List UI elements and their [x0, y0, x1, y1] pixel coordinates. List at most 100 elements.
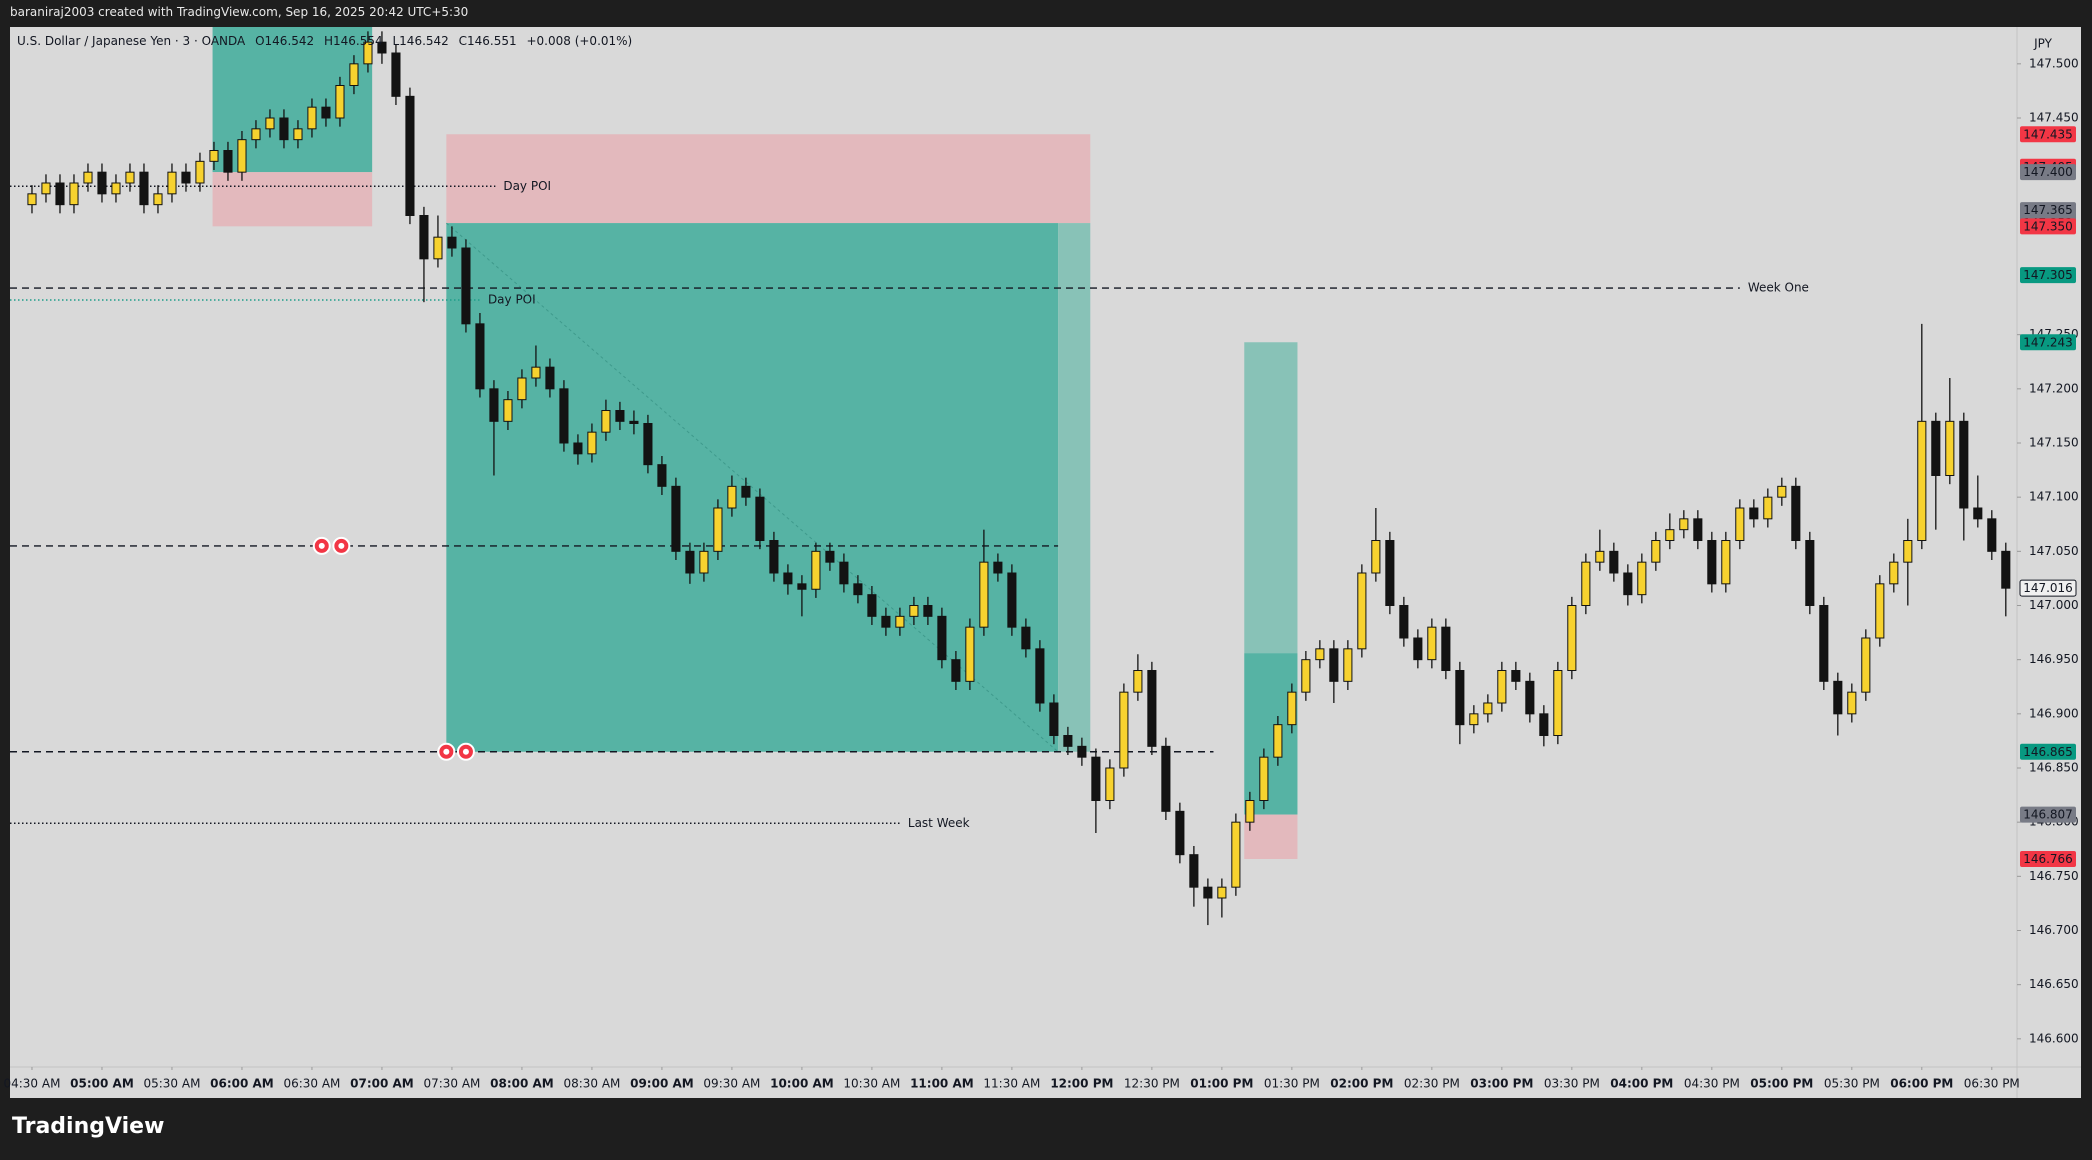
candle-body — [1637, 561, 1647, 596]
candle-body — [1651, 540, 1661, 563]
y-tick-label: 147.000 — [2029, 598, 2079, 612]
loss-zone — [212, 172, 373, 227]
price-tag — [2020, 126, 2076, 143]
candle-body — [1623, 572, 1633, 596]
candle-body — [783, 572, 793, 585]
candle-body — [1763, 496, 1773, 520]
candle-body — [1861, 637, 1871, 693]
legend-value: +0.008 (+0.01%) — [526, 34, 633, 48]
x-tick-label: 06:30 AM — [283, 1077, 340, 1091]
price-tag-label: 147.305 — [2023, 268, 2073, 282]
candle-body — [629, 420, 639, 425]
candle-body — [699, 550, 709, 574]
candle-body — [1525, 680, 1535, 715]
profit-zone-remaining — [1244, 342, 1298, 654]
candle-body — [1987, 518, 1997, 552]
candle-body — [195, 160, 205, 184]
candle-body — [1091, 756, 1101, 802]
x-tick-label: 01:30 PM — [1264, 1077, 1320, 1091]
y-tick-label: 146.650 — [2029, 977, 2079, 991]
candle-body — [531, 366, 541, 379]
candle-body — [671, 485, 681, 552]
candle-body — [559, 388, 569, 444]
candle-body — [419, 215, 429, 260]
candle-body — [139, 171, 149, 206]
candle-body — [405, 95, 415, 216]
price-tag-label: 146.865 — [2023, 745, 2073, 759]
candle-body — [153, 193, 163, 206]
candle-body — [1931, 420, 1941, 477]
candle-body — [321, 106, 331, 119]
candle-body — [867, 594, 877, 617]
symbol-legend: U.S. Dollar / Japanese Yen · 3 · OANDA O… — [17, 34, 638, 48]
candle-body — [1259, 756, 1269, 802]
x-tick-label: 11:00 AM — [910, 1077, 974, 1091]
legend-value: O146.542 — [255, 34, 315, 48]
candle-body — [27, 193, 37, 206]
x-tick-label: 03:30 PM — [1544, 1077, 1600, 1091]
candle-body — [965, 626, 975, 682]
candle-body — [433, 236, 443, 260]
candle-body — [895, 615, 905, 628]
y-tick-label: 146.700 — [2029, 923, 2079, 937]
x-tick-label: 09:00 AM — [630, 1077, 694, 1091]
price-tag — [2020, 743, 2076, 760]
candle-body — [1273, 724, 1283, 758]
candle-body — [167, 171, 177, 195]
candle-body — [1357, 572, 1367, 650]
x-tick-label: 10:30 AM — [843, 1077, 900, 1091]
candle-body — [1833, 680, 1843, 715]
x-tick-label: 04:00 PM — [1610, 1077, 1673, 1091]
candle-body — [1203, 886, 1213, 899]
candle-body — [1399, 605, 1409, 639]
candle-body — [1777, 485, 1787, 498]
x-tick-label: 08:00 AM — [490, 1077, 554, 1091]
x-tick-label: 03:00 PM — [1470, 1077, 1533, 1091]
candle-body — [615, 410, 625, 422]
candle-body — [1749, 507, 1759, 520]
candle-body — [1469, 713, 1479, 726]
candle-body — [1147, 670, 1157, 747]
price-tag — [2020, 218, 2076, 235]
candle-body — [811, 550, 821, 590]
candle-body — [923, 605, 933, 617]
candle-body — [83, 171, 93, 184]
y-tick-label: 147.050 — [2029, 544, 2079, 558]
price-tag — [2020, 334, 2076, 351]
candle-body — [1917, 420, 1927, 542]
legend-value: H146.554 — [324, 34, 383, 48]
brand-logo[interactable]: TradingView — [12, 1114, 165, 1139]
price-tag — [2020, 202, 2076, 219]
profit-zone-remaining — [1058, 223, 1091, 752]
candle-body — [251, 128, 261, 141]
candle-body — [1707, 540, 1717, 585]
candle-body — [769, 540, 779, 574]
candle-body — [881, 615, 891, 628]
candle-body — [797, 583, 807, 590]
y-tick-label: 146.950 — [2029, 652, 2079, 666]
legend-value: C146.551 — [458, 34, 517, 48]
candle-body — [1175, 810, 1185, 856]
price-tag — [2020, 806, 2076, 823]
candle-body — [1119, 691, 1129, 769]
candle-body — [1665, 529, 1675, 542]
candle-body — [601, 410, 611, 433]
y-tick-label: 146.850 — [2029, 761, 2079, 775]
attribution: baraniraj2003 created with TradingView.c… — [10, 5, 469, 19]
candle-body — [1791, 485, 1801, 542]
candle-body — [741, 485, 751, 498]
candle-body — [951, 659, 961, 682]
candle-body — [349, 63, 359, 86]
candle-body — [1847, 691, 1857, 715]
candle-body — [517, 377, 527, 401]
candle-body — [1021, 626, 1031, 650]
loss-zone — [446, 134, 1091, 224]
candle-body — [377, 41, 387, 54]
candle-body — [1315, 648, 1325, 661]
x-tick-label: 02:30 PM — [1404, 1077, 1460, 1091]
candle-body — [447, 236, 457, 249]
candle-body — [1805, 540, 1815, 606]
candle-body — [1049, 702, 1059, 736]
candle-body — [1455, 670, 1465, 726]
candle-body — [125, 171, 135, 184]
